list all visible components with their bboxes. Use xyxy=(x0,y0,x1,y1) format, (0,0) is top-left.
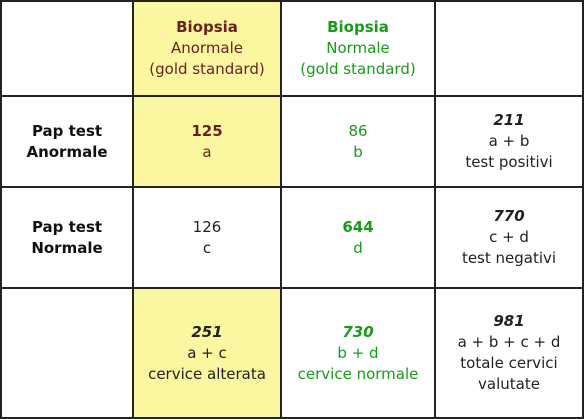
cell-total-positive: 211 a + b test positivi xyxy=(436,97,584,188)
total-ac-value: 251 xyxy=(191,322,223,341)
total-all-value: 981 xyxy=(493,312,525,330)
header-biopsy-normal: Biopsia Normale (gold standard) xyxy=(282,0,436,97)
cell-a: 125 a xyxy=(134,97,282,188)
total-all-desc1: totale cervici xyxy=(460,354,558,372)
total-all-desc2: valutate xyxy=(478,375,540,393)
cell-d-value: 644 xyxy=(342,217,374,236)
row-normal-label1: Pap test xyxy=(31,217,103,236)
cell-total-ac: 251 a + c cervice alterata xyxy=(134,289,282,419)
row-label-pap-normal: Pap test Normale xyxy=(0,188,134,289)
header-abnormal-line2: Anormale xyxy=(170,39,244,57)
header-normal-line2: Normale xyxy=(326,39,390,57)
total-negative-desc: test negativi xyxy=(461,249,557,267)
cell-b-letter: b xyxy=(353,142,363,161)
cell-total-negative: 770 c + d test negativi xyxy=(436,188,584,289)
cell-c-letter: c xyxy=(202,238,212,257)
cell-b-value: 86 xyxy=(348,121,368,140)
row-label-pap-abnormal: Pap test Anormale xyxy=(0,97,134,188)
cell-b: 86 b xyxy=(282,97,436,188)
total-ac-desc: cervice alterata xyxy=(148,364,266,383)
cell-total-bd: 730 b + d cervice normale xyxy=(282,289,436,419)
header-abnormal-line3: (gold standard) xyxy=(149,60,265,78)
corner-cell xyxy=(0,0,134,97)
cell-d: 644 d xyxy=(282,188,436,289)
cell-c: 126 c xyxy=(134,188,282,289)
cell-d-letter: d xyxy=(353,238,363,257)
cell-total-all: 981 a + b + c + d totale cervici valutat… xyxy=(436,289,584,419)
total-bd-formula: b + d xyxy=(337,343,379,362)
header-empty-total xyxy=(436,0,584,97)
total-positive-value: 211 xyxy=(493,111,525,129)
header-biopsy-abnormal: Biopsia Anormale (gold standard) xyxy=(134,0,282,97)
header-normal-line3: (gold standard) xyxy=(300,60,416,78)
row-abnormal-label1: Pap test xyxy=(31,121,103,140)
cell-a-value: 125 xyxy=(191,121,223,140)
total-bd-desc: cervice normale xyxy=(297,364,419,383)
row-normal-label2: Normale xyxy=(31,238,103,257)
header-abnormal-title: Biopsia xyxy=(176,18,238,36)
total-all-formula: a + b + c + d xyxy=(457,333,561,351)
total-negative-formula: c + d xyxy=(489,228,529,246)
header-normal-title: Biopsia xyxy=(327,18,389,36)
total-negative-value: 770 xyxy=(493,207,525,225)
total-ac-formula: a + c xyxy=(187,343,227,362)
total-positive-desc: test positivi xyxy=(465,153,553,171)
totals-empty-label xyxy=(0,289,134,419)
cell-c-value: 126 xyxy=(192,217,222,236)
total-positive-formula: a + b xyxy=(488,132,530,150)
row-abnormal-label2: Anormale xyxy=(26,142,108,161)
cell-a-letter: a xyxy=(202,142,212,161)
total-bd-value: 730 xyxy=(342,322,374,341)
